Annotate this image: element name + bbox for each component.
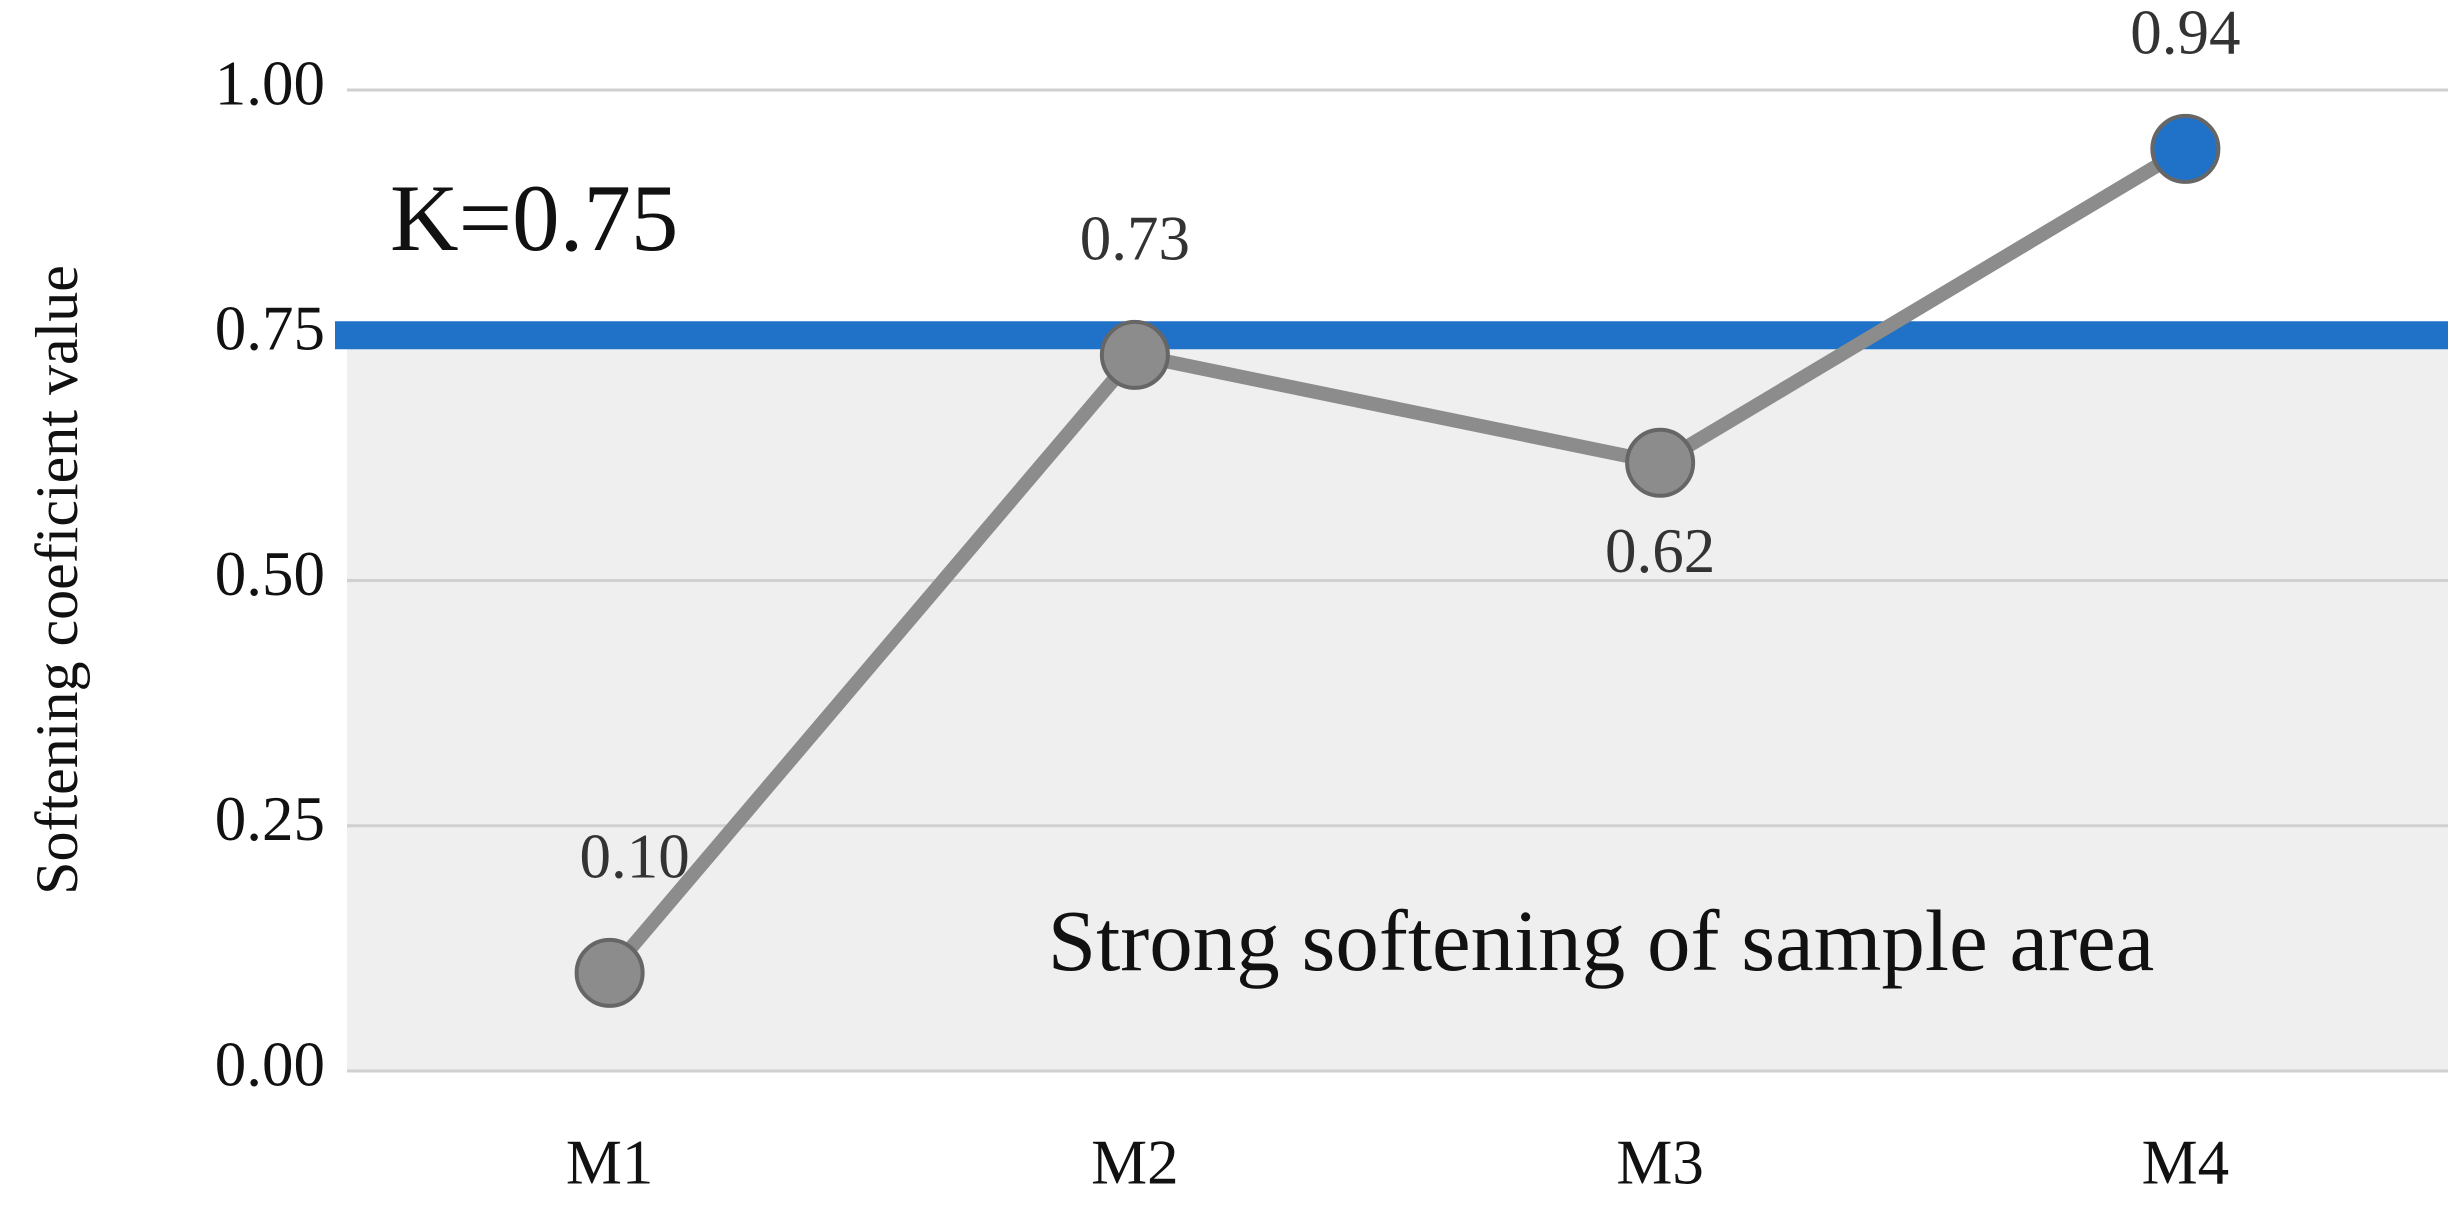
data-label: 0.62: [1605, 516, 1715, 586]
x-tick-label: M4: [2142, 1127, 2230, 1197]
region-shade: [347, 335, 2448, 1071]
y-tick-label: 0.25: [215, 784, 325, 854]
marker: [1099, 319, 1170, 390]
y-axis-title: Softening coeficient value: [24, 265, 90, 895]
y-tick-label: 0.75: [215, 294, 325, 364]
x-tick-label: M1: [566, 1127, 654, 1197]
series-line: [604, 142, 2189, 978]
data-label: 0.10: [580, 821, 690, 891]
x-tick-label: M3: [1616, 1127, 1704, 1197]
reference-label: K=0.75: [390, 165, 678, 271]
marker: [1625, 427, 1696, 498]
y-tick-label: 1.00: [215, 48, 325, 118]
data-label: 0.94: [2130, 0, 2240, 67]
y-tick-label: 0.00: [215, 1029, 325, 1099]
marker: [2150, 113, 2221, 184]
region-label: Strong softening of sample area: [1048, 892, 2155, 989]
data-label: 0.73: [1080, 203, 1190, 273]
y-tick-label: 0.50: [215, 539, 325, 609]
marker: [574, 937, 645, 1008]
x-tick-label: M2: [1091, 1127, 1179, 1197]
